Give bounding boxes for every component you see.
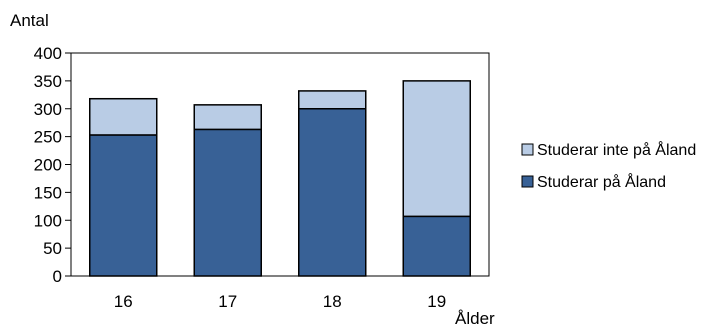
bar-segment-studerar-inte-pa-aland <box>402 80 471 218</box>
y-tick-label: 400 <box>34 44 62 63</box>
bars <box>89 80 471 277</box>
bar-segment-studerar-inte-pa-aland <box>89 97 158 136</box>
y-tick-label: 150 <box>34 183 62 202</box>
x-tick-label: 19 <box>427 292 446 311</box>
y-tick-label: 0 <box>53 267 62 286</box>
y-tick-label: 50 <box>43 239 62 258</box>
y-tick-label: 250 <box>34 128 62 147</box>
bar-segment-studerar-pa-aland <box>193 128 262 277</box>
y-tick-label: 100 <box>34 211 62 230</box>
legend: Studerar inte på Åland Studerar på Åland <box>521 140 696 191</box>
legend-swatch <box>521 175 534 188</box>
bar-segment-studerar-inte-pa-aland <box>298 90 367 110</box>
bar-segment-studerar-pa-aland <box>298 108 367 277</box>
bar-segment-studerar-pa-aland <box>89 134 158 277</box>
x-tick-label: 18 <box>323 292 342 311</box>
x-axis-title: Ålder <box>455 309 495 324</box>
y-tick-label: 300 <box>34 100 62 119</box>
y-axis: 0 50 100 150 200 250 300 350 400 <box>34 44 71 286</box>
legend-label: Studerar på Åland <box>537 172 666 191</box>
bar-segment-studerar-inte-pa-aland <box>193 104 262 131</box>
legend-label: Studerar inte på Åland <box>537 140 696 159</box>
y-axis-title: Antal <box>10 11 49 30</box>
x-tick-label: 17 <box>218 292 237 311</box>
bar-segment-studerar-pa-aland <box>402 215 471 277</box>
x-axis: 16 17 18 19 <box>114 292 446 311</box>
y-tick-label: 350 <box>34 72 62 91</box>
legend-swatch <box>521 143 534 156</box>
x-tick-label: 16 <box>114 292 133 311</box>
y-tick-label: 200 <box>34 156 62 175</box>
